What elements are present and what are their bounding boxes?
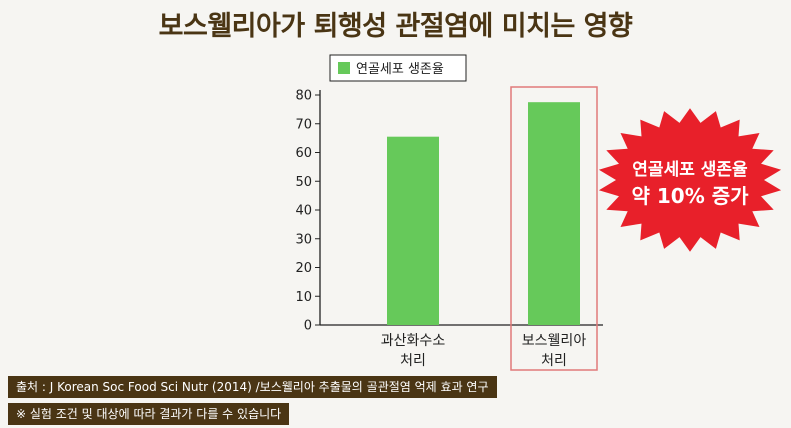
x-tick-label: 처리 (400, 353, 426, 369)
y-tick-label: 0 (304, 319, 312, 334)
legend-swatch (338, 62, 350, 74)
source-note: 출처 : J Korean Soc Food Sci Nutr (2014) /… (8, 376, 497, 398)
callout-line-1: 연골세포 생존율 (632, 160, 748, 180)
y-tick-label: 20 (295, 261, 312, 276)
callout-starburst (598, 108, 782, 252)
x-tick-label: 보스웰리아 (522, 333, 587, 349)
legend-box (329, 54, 467, 82)
highlight-box (510, 86, 598, 371)
bar (528, 102, 580, 325)
y-tick-label: 50 (295, 175, 312, 190)
legend-label: 연골세포 생존율 (356, 62, 444, 77)
page-title: 보스웰리아가 퇴행성 관절염에 미치는 영향 (158, 11, 633, 42)
y-tick-label: 10 (295, 290, 312, 305)
disclaimer-note: ※ 실험 조건 및 대상에 따라 결과가 다를 수 있습니다 (8, 403, 290, 425)
y-tick-label: 30 (295, 232, 312, 247)
y-tick-label: 70 (295, 117, 312, 132)
x-tick-label: 처리 (541, 353, 567, 369)
y-tick-label: 60 (295, 146, 312, 161)
y-tick-label: 40 (295, 204, 312, 219)
bar (387, 136, 439, 325)
y-tick-label: 80 (295, 89, 312, 104)
callout-line-2: 약 10% 증가 (631, 184, 749, 208)
x-tick-label: 과산화수소 (381, 333, 446, 349)
